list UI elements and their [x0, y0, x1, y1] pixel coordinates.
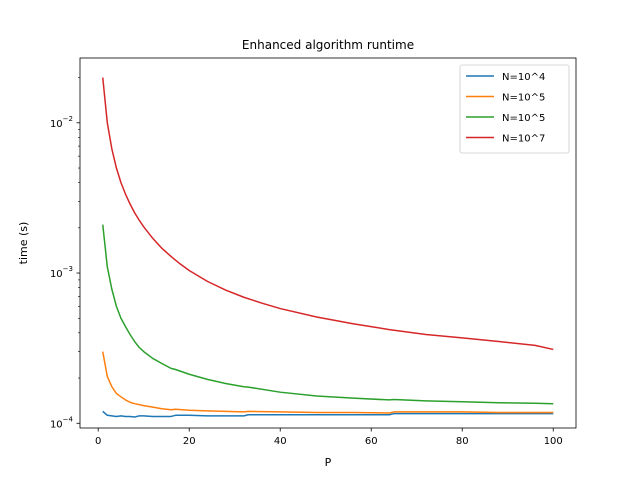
y-tick-label: 10−4	[50, 415, 74, 430]
y-axis: 10−4 10−3 10−2	[50, 77, 80, 430]
plot-frame	[79, 57, 577, 429]
legend-label: N=10^7	[502, 134, 545, 145]
x-tick-label: 0	[95, 436, 101, 447]
legend: N=10^4 N=10^5 N=10^5 N=10^7	[459, 64, 570, 154]
x-tick-label: 40	[274, 436, 287, 447]
series-line-4	[102, 77, 554, 351]
legend-box	[459, 64, 570, 154]
legend-label: N=10^5	[502, 93, 545, 104]
y-tick-label: 10−2	[50, 115, 73, 130]
chart-title: Enhanced algorithm runtime	[242, 38, 414, 52]
series-line-3	[102, 224, 554, 405]
x-tick-label: 100	[544, 436, 563, 447]
x-tick-label: 80	[456, 436, 469, 447]
x-tick-label: 60	[365, 436, 378, 447]
legend-label: N=10^5	[502, 113, 545, 124]
x-axis: 0 20 40 60 80 100	[95, 428, 563, 447]
y-axis-label: time (s)	[17, 222, 30, 265]
series-layer	[102, 77, 554, 418]
series-line-1	[102, 410, 554, 418]
series-line-2	[102, 351, 554, 414]
x-axis-label: P	[325, 456, 332, 469]
x-tick-label: 20	[183, 436, 196, 447]
legend-label: N=10^4	[502, 72, 545, 83]
y-tick-label: 10−3	[50, 265, 73, 280]
